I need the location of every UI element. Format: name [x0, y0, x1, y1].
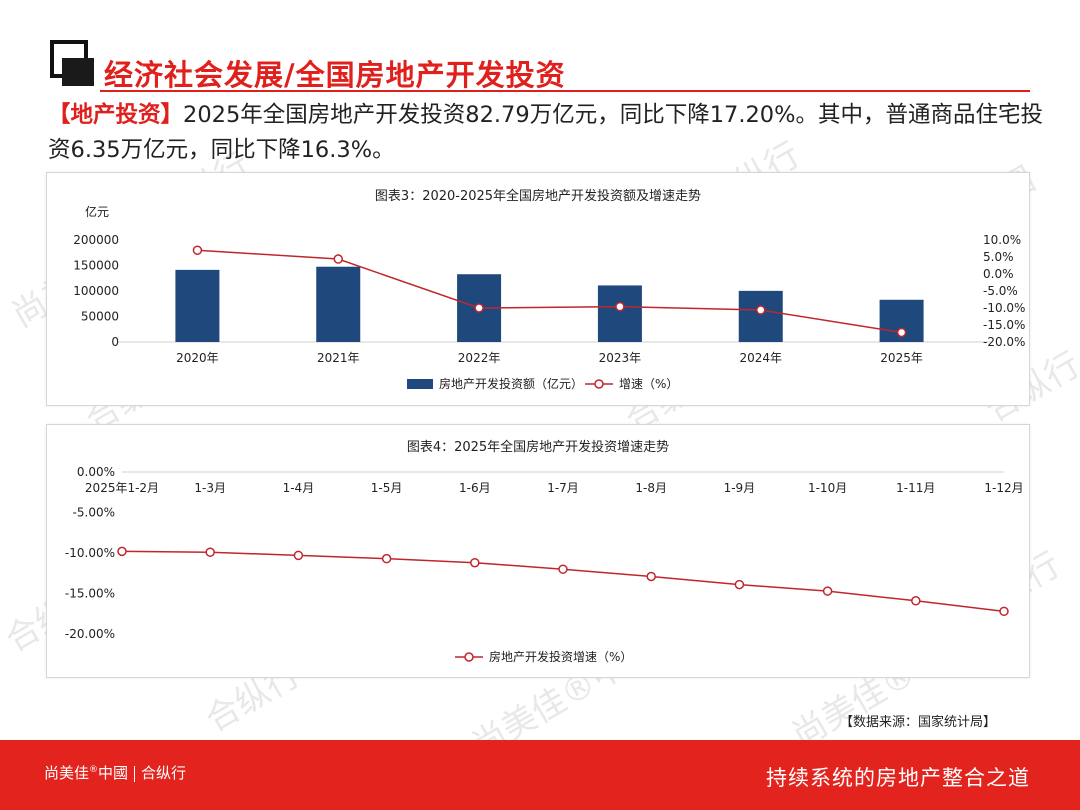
- chart4-growth-point: [999, 606, 1009, 617]
- chart3-x-tick: 2022年: [458, 351, 501, 365]
- chart4-x-tick: 1-11月: [896, 481, 935, 495]
- chart3-bar: [738, 290, 783, 342]
- chart4-growth-point: [646, 571, 656, 582]
- chart3-x-tick: 2023年: [599, 351, 642, 365]
- chart3-title: 图表3：2020-2025年全国房地产开发投资额及增速走势: [375, 188, 701, 204]
- chart4-x-tick: 1-10月: [808, 481, 847, 495]
- chart4-y-tick: -20.00%: [65, 627, 115, 641]
- chart4-growth-line: [121, 550, 1005, 613]
- footer-logo-divider: [134, 765, 136, 782]
- chart3-bar: [316, 266, 361, 342]
- chart3-bar: [597, 285, 642, 342]
- chart4-panel: 图表4：2025年全国房地产开发投资增速走势 0.00% -5.00% -10.00%…: [46, 424, 1030, 678]
- chart3-left-tick: 0: [111, 335, 119, 349]
- chart3-x-tick: 2020年: [176, 351, 219, 365]
- footer-brand-partner: 合纵行: [141, 764, 187, 782]
- chart4-y-tick: -15.00%: [65, 587, 115, 601]
- chart3-right-tick: -15.0%: [983, 318, 1025, 332]
- chart4-x-tick: 1-6月: [459, 481, 491, 495]
- chart4-x-tick: 1-4月: [283, 481, 315, 495]
- chart4-growth-point: [911, 596, 921, 606]
- chart3-right-tick: -20.0%: [983, 335, 1025, 349]
- chart3-left-tick: 200000: [73, 233, 119, 247]
- chart4-legend-marker: [464, 652, 474, 662]
- chart4-svg: 图表4：2025年全国房地产开发投资增速走势 0.00% -5.00% -10.00%…: [65, 439, 1024, 664]
- chart4-x-tick: 1-8月: [635, 481, 667, 495]
- chart3-left-tick: 150000: [73, 259, 119, 273]
- chart4-y-tick: 0.00%: [77, 465, 115, 479]
- chart4-growth-point: [470, 557, 480, 568]
- chart4-x-tick: 2025年1-2月: [85, 481, 159, 495]
- chart4-legend-label: 房地产开发投资增速（%）: [489, 649, 632, 664]
- chart3-left-unit: 亿元: [85, 204, 109, 219]
- chart3-growth-point: [474, 303, 484, 313]
- chart3-left-tick: 100000: [73, 284, 119, 298]
- header-logo-block: [62, 58, 94, 86]
- data-source: 【数据来源：国家统计局】: [840, 715, 997, 730]
- footer-bar: [0, 740, 1080, 810]
- chart4-x-tick: 1-12月: [984, 481, 1023, 495]
- chart4-growth-point: [381, 553, 392, 564]
- chart3-growth-point: [896, 327, 907, 338]
- chart3-x-tick: 2025年: [880, 351, 923, 365]
- chart3-x-tick: 2021年: [317, 351, 360, 365]
- chart3-left-tick: 50000: [81, 310, 119, 324]
- chart3-growth-point: [333, 254, 343, 264]
- chart4-growth-point: [205, 547, 215, 557]
- chart3-legend-bar-swatch: [407, 379, 433, 389]
- registered-mark: ®: [89, 765, 99, 775]
- footer-brand-left: 尚美佳: [44, 764, 90, 782]
- chart4-x-tick: 1-5月: [371, 481, 403, 495]
- chart3-legend-line-label: 增速（%）: [619, 377, 678, 391]
- chart4-title: 图表4：2025年全国房地产开发投资增速走势: [407, 439, 669, 455]
- chart3-growth-point: [756, 305, 766, 315]
- chart3-growth-point: [615, 301, 625, 312]
- chart3-legend-bar-label: 房地产开发投资额（亿元）: [439, 376, 583, 391]
- title-divider: [100, 90, 1030, 92]
- chart3-right-tick: -10.0%: [983, 301, 1025, 315]
- footer-slogan: 持续系统的房地产整合之道: [766, 766, 1030, 790]
- chart3-growth-point: [192, 245, 203, 255]
- chart3-x-tick: 2024年: [739, 351, 782, 365]
- chart4-y-tick: -5.00%: [73, 506, 115, 520]
- lead-tag: 【地产投资】: [48, 102, 184, 128]
- lead-paragraph: 【地产投资】2025年全国房地产开发投资82.79万亿元，同比下降17.20%。…: [48, 98, 1048, 168]
- footer-brand-right: 中國: [98, 764, 129, 782]
- chart3-bar: [175, 269, 220, 342]
- chart4-x-tick: 1-3月: [194, 481, 226, 495]
- chart3-right-tick: 0.0%: [983, 267, 1014, 281]
- chart4-growth-point: [734, 579, 745, 590]
- lead-text: 2025年全国房地产开发投资82.79万亿元，同比下降17.20%。其中，普通商…: [48, 102, 1043, 163]
- chart3-legend-line-marker: [594, 379, 604, 389]
- chart3-growth-line: [197, 249, 902, 334]
- chart3-right-tick: 5.0%: [983, 250, 1014, 264]
- chart4-growth-point: [117, 546, 127, 557]
- chart3-right-tick: 10.0%: [983, 233, 1021, 247]
- chart4-growth-point: [293, 550, 304, 561]
- chart4-y-tick: -10.00%: [65, 546, 115, 560]
- chart4-growth-point: [558, 564, 568, 574]
- footer-logo: 尚美佳®中國 合纵行: [44, 762, 186, 783]
- chart4-x-tick: 1-9月: [724, 481, 756, 495]
- chart4-x-tick: 1-7月: [547, 481, 579, 495]
- chart4-growth-point: [822, 586, 833, 596]
- chart3-panel: 图表3：2020-2025年全国房地产开发投资额及增速走势亿元 0 50000 100…: [46, 172, 1030, 406]
- page-title: 经济社会发展/全国房地产开发投资: [104, 58, 566, 92]
- chart3-right-tick: -5.0%: [983, 284, 1018, 298]
